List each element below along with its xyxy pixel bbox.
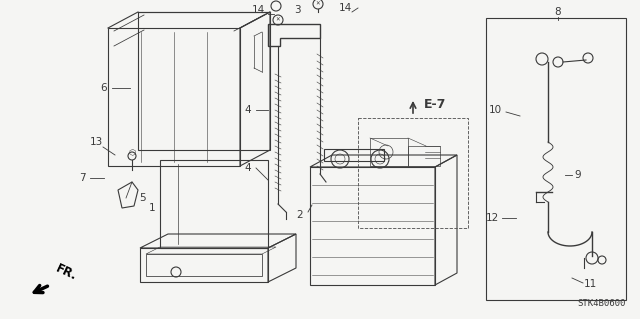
- Text: 11: 11: [584, 279, 596, 289]
- Text: 14: 14: [252, 5, 264, 15]
- Text: 4: 4: [244, 105, 252, 115]
- Text: STK4B0600: STK4B0600: [578, 299, 626, 308]
- Text: FR.: FR.: [54, 262, 79, 283]
- Text: ✕: ✕: [276, 18, 280, 23]
- Text: 1: 1: [148, 203, 156, 213]
- Text: 13: 13: [90, 137, 102, 147]
- Text: 10: 10: [488, 105, 502, 115]
- Text: 7: 7: [79, 173, 85, 183]
- Text: 14: 14: [339, 3, 351, 13]
- Text: 3: 3: [294, 5, 300, 15]
- Bar: [358, 118, 468, 228]
- Text: 2: 2: [297, 210, 303, 220]
- Text: 5: 5: [139, 193, 145, 203]
- Text: 12: 12: [485, 213, 499, 223]
- Text: 4: 4: [244, 163, 252, 173]
- Text: 8: 8: [555, 7, 561, 17]
- Text: ⬡: ⬡: [128, 149, 136, 158]
- Bar: [324, 149, 384, 161]
- Text: 6: 6: [100, 83, 108, 93]
- Text: 9: 9: [575, 170, 581, 180]
- Text: E-7: E-7: [424, 98, 446, 110]
- Bar: [486, 18, 626, 300]
- Text: ✕: ✕: [316, 2, 320, 6]
